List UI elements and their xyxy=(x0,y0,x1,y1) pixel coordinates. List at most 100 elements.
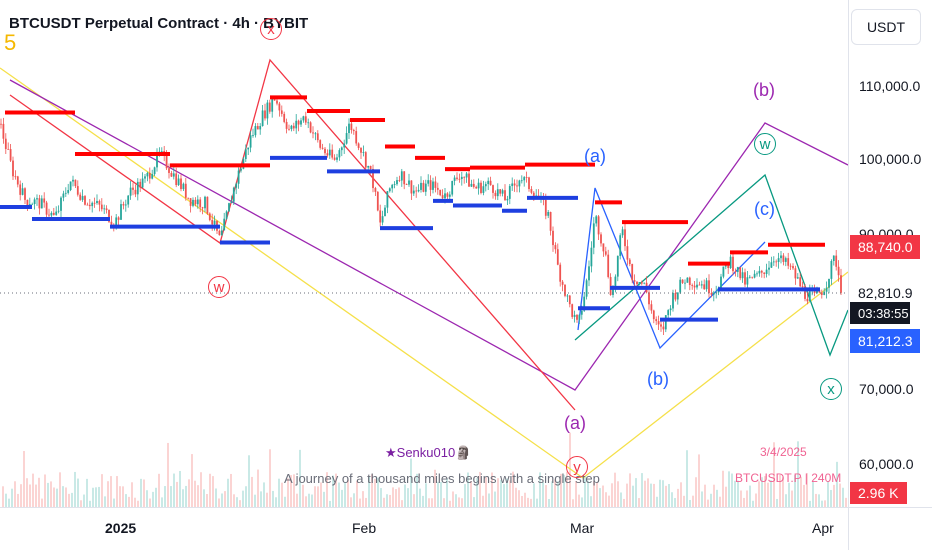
candle-body xyxy=(614,276,617,290)
candle-body xyxy=(441,195,444,199)
volume-bar xyxy=(176,481,178,507)
volume-bar xyxy=(788,482,790,507)
candle-body xyxy=(153,167,156,175)
candle-body xyxy=(225,211,228,219)
candle-body xyxy=(271,99,274,112)
volume-bar xyxy=(629,473,631,507)
volume-bar xyxy=(635,478,637,507)
volume-bar xyxy=(680,482,682,507)
candle-body xyxy=(784,258,787,262)
candle-body xyxy=(175,173,178,186)
candle-body xyxy=(597,216,600,235)
candle-body xyxy=(544,199,547,216)
candle-body xyxy=(362,152,365,153)
volume-bar xyxy=(758,481,760,507)
currency-selector[interactable]: USDT xyxy=(851,9,921,45)
volume-bar xyxy=(614,472,616,507)
volume-bar xyxy=(683,495,685,507)
low-price-tag: 81,212.3 xyxy=(850,329,920,353)
candle-body xyxy=(556,249,559,265)
candle-body xyxy=(573,314,576,317)
volume-bar xyxy=(722,470,724,507)
volume-bar xyxy=(263,482,265,507)
volume-bar xyxy=(341,489,343,507)
volume-bar xyxy=(776,498,778,507)
candle-body xyxy=(681,279,684,283)
volume-bar xyxy=(707,499,709,507)
candle-body xyxy=(408,180,410,185)
volume-bar xyxy=(317,486,319,507)
candle-body xyxy=(403,171,406,185)
candle-body xyxy=(422,182,425,192)
current-price-tag: 82,810.9 xyxy=(850,281,920,305)
volume-bar xyxy=(488,493,490,507)
candle-body xyxy=(561,281,564,285)
volume-bar xyxy=(593,480,595,507)
candle-body xyxy=(592,223,595,248)
candle-body xyxy=(384,207,386,217)
volume-bar xyxy=(491,472,493,507)
candle-body xyxy=(600,234,602,244)
volume-bar xyxy=(98,486,100,507)
candle-body xyxy=(333,157,336,160)
candle-body xyxy=(624,229,626,247)
volume-bar xyxy=(203,489,205,507)
candle-body xyxy=(249,135,252,148)
candle-body xyxy=(156,152,158,168)
volume-bar xyxy=(386,494,388,507)
candle-body xyxy=(739,267,742,279)
volume-bar xyxy=(746,490,748,507)
volume-bar xyxy=(221,493,223,507)
volume-bar xyxy=(716,489,718,507)
candle-body xyxy=(40,198,43,209)
volume-bar xyxy=(554,479,556,507)
candle-body xyxy=(429,180,432,190)
candle-body xyxy=(602,243,605,252)
volume-bar xyxy=(665,485,667,507)
candle-body xyxy=(57,210,60,212)
volume-bar xyxy=(305,496,307,507)
volume-bar xyxy=(689,499,691,507)
candle-body xyxy=(825,287,828,292)
volume-bar xyxy=(230,473,232,507)
candle-body xyxy=(585,280,588,297)
candle-body xyxy=(621,229,624,236)
candle-body xyxy=(816,290,818,293)
candle-body xyxy=(547,212,550,216)
volume-bar xyxy=(77,478,79,507)
volume-bar xyxy=(254,494,256,507)
candle-body xyxy=(787,258,790,266)
candle-body xyxy=(372,168,374,189)
volume-bar xyxy=(152,491,154,507)
candle-body xyxy=(0,123,2,125)
candle-body xyxy=(374,188,377,192)
candle-body xyxy=(348,123,350,134)
candle-body xyxy=(427,180,430,184)
volume-bar xyxy=(536,498,538,507)
candle-body xyxy=(76,186,79,195)
volume-bar xyxy=(578,494,580,507)
candle-body xyxy=(475,186,478,189)
volume-bar xyxy=(404,484,406,507)
volume-bar xyxy=(659,479,661,507)
volume-bar xyxy=(662,480,664,507)
volume-bar xyxy=(794,475,796,507)
candle-body xyxy=(640,282,643,284)
candle-body xyxy=(64,192,67,194)
volume-bar xyxy=(320,482,322,507)
candle-body xyxy=(388,188,391,192)
candle-body xyxy=(837,266,840,276)
wave-label-y-red: y xyxy=(566,456,588,478)
candle-body xyxy=(782,255,785,262)
candle-body xyxy=(684,282,686,284)
volume-bar xyxy=(401,500,403,507)
candle-body xyxy=(283,113,286,122)
volume-bar xyxy=(107,481,109,507)
candle-body xyxy=(67,190,70,193)
volume-bar xyxy=(638,498,640,507)
volume-bar xyxy=(278,478,280,507)
volume-bar xyxy=(647,478,649,507)
candle-body xyxy=(648,292,650,305)
candle-body xyxy=(662,326,665,330)
